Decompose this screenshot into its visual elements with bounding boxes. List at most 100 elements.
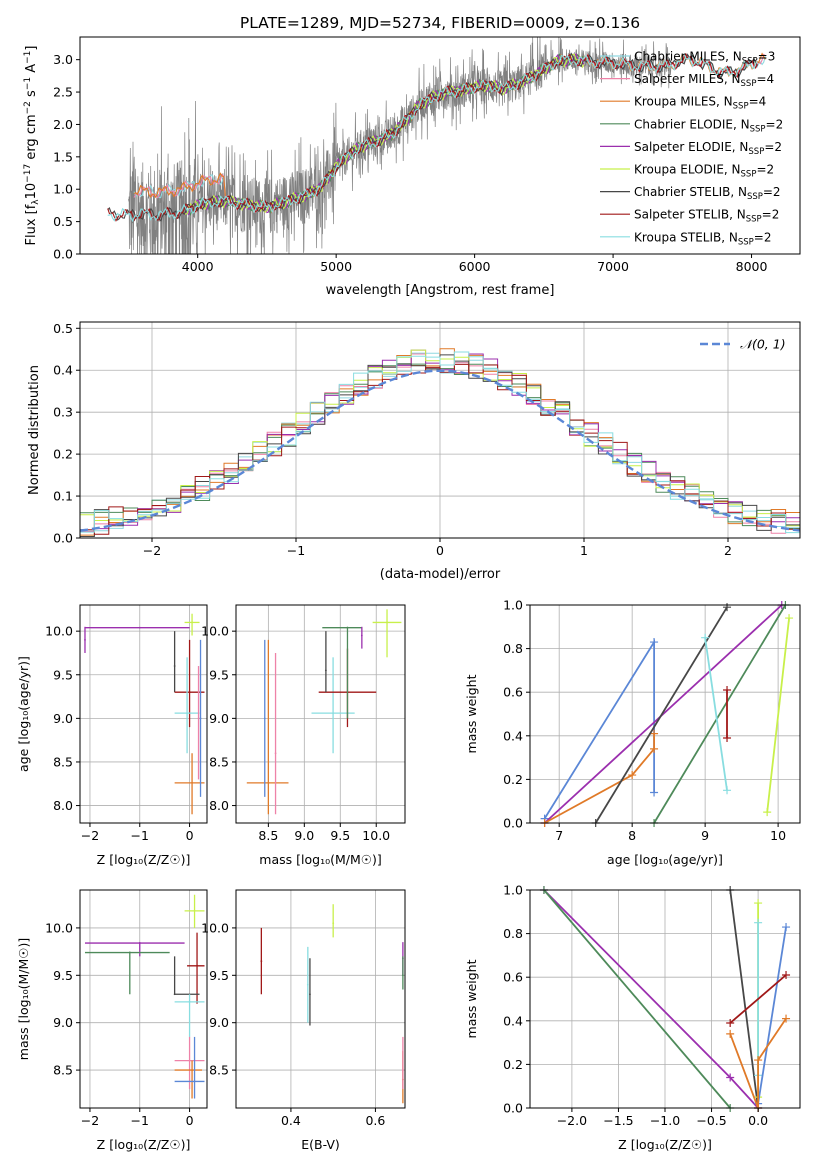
weight-marker <box>723 786 732 795</box>
y-tick-label: 3.0 <box>53 52 73 67</box>
panel-mass-ebv: 0.4 0.6 8.5 9.0 9.5 10.0 E(B-V) <box>201 889 406 1152</box>
data-point <box>309 993 311 996</box>
y-tick-label: 0.5 <box>53 321 73 336</box>
y-tick-label: 1.0 <box>53 182 73 197</box>
histogram-krou_stelib <box>80 351 800 534</box>
weight-line-chab_elodie <box>543 889 731 1109</box>
x-tick-label: −1 <box>131 1113 149 1128</box>
legend-entry: Chabrier STELIB, NSSP=2 <box>634 185 781 202</box>
data-point <box>196 964 198 967</box>
weight-line-salp_elodie <box>543 604 783 824</box>
y-tick-label: 9.0 <box>53 1015 73 1030</box>
y-tick-label: 8.0 <box>209 798 229 813</box>
data-point <box>346 626 349 629</box>
weight-line-chab_stelib <box>729 889 759 1109</box>
data-point <box>401 974 404 977</box>
x-axis-label: wavelength [Angstrom, rest frame] <box>326 283 555 298</box>
x-tick-label: 5000 <box>320 259 352 274</box>
data-point <box>191 621 193 624</box>
y-tick-label: 0.3 <box>53 405 73 420</box>
y-tick-label: 2.5 <box>53 85 73 100</box>
x-tick-label: 9.0 <box>294 828 314 843</box>
y-tick-label: 0.0 <box>503 816 523 831</box>
y-axis-label: Normed distribution <box>27 365 42 495</box>
y-tick-label: 0.6 <box>503 970 523 985</box>
weight-marker <box>650 729 659 738</box>
legend: Chabrier MILES, NSSP=3 Salpeter MILES, NS… <box>600 50 783 247</box>
legend-entry: Salpeter STELIB, NSSP=2 <box>634 208 779 225</box>
data-point <box>188 691 191 694</box>
data-point <box>173 665 176 667</box>
weight-marker <box>726 1029 735 1038</box>
data-point <box>193 1080 196 1083</box>
legend-entry: Salpeter MILES, NSSP=4 <box>634 72 774 89</box>
x-tick-label: −1 <box>131 828 149 843</box>
y-tick-label: 2.0 <box>53 117 73 132</box>
data-point <box>360 634 363 637</box>
legend-entry: Kroupa MILES, NSSP=4 <box>634 95 766 112</box>
data-point <box>188 1000 191 1003</box>
weight-marker <box>726 1073 735 1082</box>
y-axis-label: mass weight <box>464 959 479 1038</box>
weight-marker <box>782 923 791 932</box>
weight-marker <box>754 1056 763 1065</box>
x-tick-label: −2.0 <box>557 1113 587 1128</box>
y-tick-label: 9.5 <box>53 667 73 682</box>
data-point <box>386 621 388 624</box>
y-tick-label: 0.0 <box>53 531 73 546</box>
data-point <box>199 717 202 720</box>
x-axis-label: age [log₁₀(age/yr)] <box>607 852 723 867</box>
x-tick-label: 0 <box>186 1113 194 1128</box>
x-tick-label: −2 <box>81 828 99 843</box>
weight-marker <box>701 633 710 642</box>
y-tick-label: 9.5 <box>53 968 73 983</box>
weight-line-salp_stelib <box>729 974 787 1024</box>
weight-marker <box>785 614 794 623</box>
x-tick-label: 0 <box>436 543 444 558</box>
x-tick-label: 9.5 <box>330 828 350 843</box>
axes-frame <box>79 36 801 255</box>
y-tick-label: 0.6 <box>503 685 523 700</box>
x-tick-label: −0.5 <box>696 1113 726 1128</box>
data-point <box>193 909 196 912</box>
weight-line-blue <box>757 926 787 1104</box>
y-tick-label: 0.4 <box>53 363 73 378</box>
data-point <box>191 1069 193 1071</box>
figure-title: PLATE=1289, MJD=52734, FIBERID=0009, z=0… <box>240 14 640 32</box>
x-tick-label: −2 <box>143 543 161 558</box>
x-tick-label: −2 <box>81 1113 99 1128</box>
weight-line-krou_miles <box>544 733 655 824</box>
weight-line-krou_miles <box>729 1018 787 1109</box>
spectrum-plot-area <box>107 37 766 254</box>
legend-entry: Kroupa ELODIE, NSSP=2 <box>634 163 774 180</box>
y-tick-label: 10.0 <box>45 624 73 639</box>
spectrum-panel: 4000 5000 6000 7000 8000 0.0 0.5 1.0 1.5 2.0 2.5 3.… <box>23 36 801 298</box>
weight-marker <box>723 686 732 695</box>
weight-marker <box>726 1018 735 1027</box>
x-tick-label: −1.0 <box>650 1113 680 1128</box>
y-tick-label: 0.8 <box>503 926 523 941</box>
data-point <box>260 960 263 962</box>
y-tick-label: 10.0 <box>45 920 73 935</box>
weight-marker <box>650 638 659 647</box>
y-tick-label: 0.4 <box>503 1013 523 1028</box>
y-tick-label: 0.1 <box>53 489 73 504</box>
axes-frame <box>235 889 406 1109</box>
x-tick-label: 8 <box>628 828 636 843</box>
weight-marker <box>628 771 637 780</box>
y-tick-label: 8.5 <box>209 754 229 769</box>
normal-curve <box>79 369 801 532</box>
y-axis-label: mass [log₁₀(M/M☉)] <box>16 938 31 1060</box>
model-krou_elodie <box>183 53 585 215</box>
data-point <box>263 717 266 720</box>
x-axis-label: E(B-V) <box>301 1137 340 1152</box>
x-axis-label: (data-model)/error <box>380 567 501 582</box>
x-tick-label: 10 <box>770 828 786 843</box>
x-tick-label: 2 <box>724 543 732 558</box>
axes-frame <box>79 604 208 824</box>
y-tick-label: 8.0 <box>53 798 73 813</box>
data-point <box>324 669 327 672</box>
y-tick-label: 10.0 <box>201 624 229 639</box>
panel-mass-Z: −2 −1 0 8.5 9.0 9.5 10.0 Z [log₁₀(Z/Z☉)] mass [l… <box>16 889 208 1152</box>
y-tick-label: 9.5 <box>209 667 229 682</box>
